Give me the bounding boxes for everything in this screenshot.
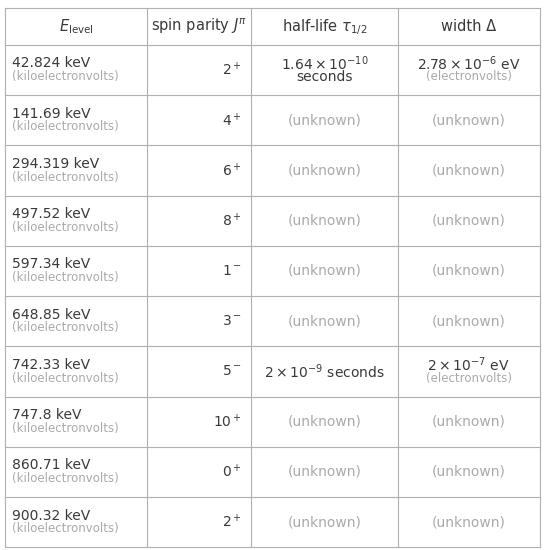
Text: (unknown): (unknown) — [288, 264, 361, 278]
Text: (unknown): (unknown) — [288, 163, 361, 178]
Text: $E_\mathrm{level}$: $E_\mathrm{level}$ — [59, 17, 94, 36]
Text: 2$^+$: 2$^+$ — [222, 514, 241, 531]
Text: (unknown): (unknown) — [432, 314, 506, 328]
Text: (kiloelectronvolts): (kiloelectronvolts) — [12, 422, 119, 435]
Text: 900.32 keV: 900.32 keV — [12, 509, 90, 522]
Text: (electronvolts): (electronvolts) — [426, 372, 512, 384]
Text: (kiloelectronvolts): (kiloelectronvolts) — [12, 472, 119, 485]
Text: (kiloelectronvolts): (kiloelectronvolts) — [12, 271, 119, 284]
Text: half-life $\tau_{1/2}$: half-life $\tau_{1/2}$ — [282, 16, 367, 37]
Text: spin parity $J^\pi$: spin parity $J^\pi$ — [151, 17, 247, 36]
Text: 497.52 keV: 497.52 keV — [12, 207, 90, 221]
Text: (kiloelectronvolts): (kiloelectronvolts) — [12, 120, 119, 133]
Text: 42.824 keV: 42.824 keV — [12, 57, 90, 70]
Text: seconds: seconds — [296, 70, 353, 84]
Text: (electronvolts): (electronvolts) — [426, 70, 512, 83]
Text: (kiloelectronvolts): (kiloelectronvolts) — [12, 372, 119, 384]
Text: $2.78\times10^{-6}$ eV: $2.78\times10^{-6}$ eV — [417, 54, 520, 73]
Text: 747.8 keV: 747.8 keV — [12, 408, 81, 422]
Text: (unknown): (unknown) — [432, 515, 506, 529]
Text: 648.85 keV: 648.85 keV — [12, 307, 90, 322]
Text: 10$^+$: 10$^+$ — [213, 413, 241, 430]
Text: 294.319 keV: 294.319 keV — [12, 157, 99, 171]
Text: (unknown): (unknown) — [288, 465, 361, 479]
Text: (unknown): (unknown) — [288, 214, 361, 228]
Text: 8$^+$: 8$^+$ — [222, 212, 241, 229]
Text: (kiloelectronvolts): (kiloelectronvolts) — [12, 522, 119, 535]
Text: (unknown): (unknown) — [288, 515, 361, 529]
Text: (kiloelectronvolts): (kiloelectronvolts) — [12, 321, 119, 334]
Text: width Δ: width Δ — [441, 19, 496, 34]
Text: (unknown): (unknown) — [288, 113, 361, 127]
Text: 1$^-$: 1$^-$ — [221, 264, 241, 278]
Text: (kiloelectronvolts): (kiloelectronvolts) — [12, 170, 119, 184]
Text: 742.33 keV: 742.33 keV — [12, 358, 90, 372]
Text: 4$^+$: 4$^+$ — [222, 112, 241, 129]
Text: (unknown): (unknown) — [432, 163, 506, 178]
Text: 141.69 keV: 141.69 keV — [12, 107, 90, 120]
Text: 0$^+$: 0$^+$ — [222, 463, 241, 481]
Text: (unknown): (unknown) — [432, 113, 506, 127]
Text: 860.71 keV: 860.71 keV — [12, 458, 90, 472]
Text: (kiloelectronvolts): (kiloelectronvolts) — [12, 70, 119, 83]
Text: 6$^+$: 6$^+$ — [222, 162, 241, 179]
Text: $2\times10^{-9}$ seconds: $2\times10^{-9}$ seconds — [264, 362, 385, 381]
Text: 5$^-$: 5$^-$ — [221, 365, 241, 378]
Text: 2$^+$: 2$^+$ — [222, 62, 241, 79]
Text: (unknown): (unknown) — [432, 214, 506, 228]
Text: (unknown): (unknown) — [432, 264, 506, 278]
Text: $2\times10^{-7}$ eV: $2\times10^{-7}$ eV — [427, 355, 510, 374]
Text: (unknown): (unknown) — [432, 465, 506, 479]
Text: 597.34 keV: 597.34 keV — [12, 257, 90, 271]
Text: (unknown): (unknown) — [288, 415, 361, 428]
Text: (kiloelectronvolts): (kiloelectronvolts) — [12, 221, 119, 234]
Text: $1.64\times10^{-10}$: $1.64\times10^{-10}$ — [281, 54, 368, 73]
Text: (unknown): (unknown) — [432, 415, 506, 428]
Text: 3$^-$: 3$^-$ — [221, 314, 241, 328]
Text: (unknown): (unknown) — [288, 314, 361, 328]
